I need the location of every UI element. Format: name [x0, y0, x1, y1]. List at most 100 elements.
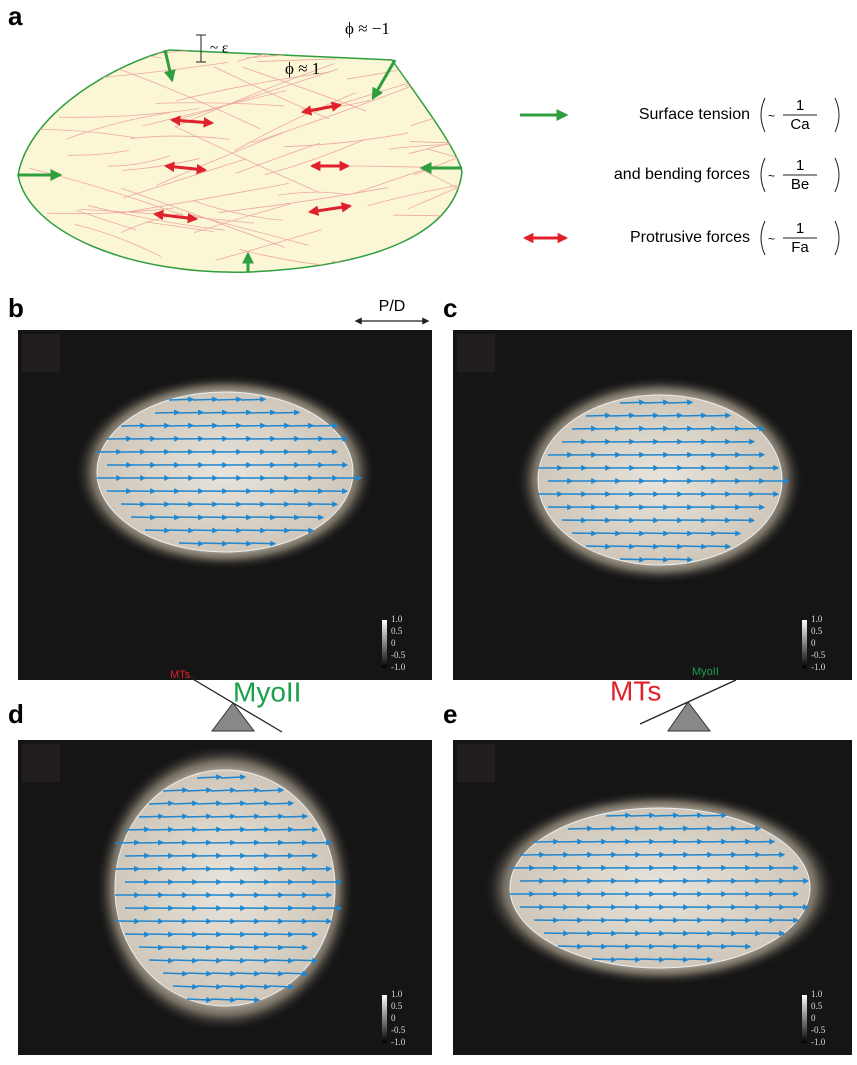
- corner-box: [457, 744, 495, 782]
- polarity-arrow: [211, 947, 235, 948]
- legend-label: and bending forces: [614, 166, 750, 183]
- polarity-arrow: [269, 803, 293, 804]
- polarity-arrow: [269, 960, 293, 961]
- polarity-arrow: [149, 829, 173, 830]
- polarity-arrow: [654, 946, 678, 947]
- thickness-label: ~ ε: [210, 40, 228, 56]
- cell: [538, 395, 782, 565]
- balance-d: MTs MyoII: [170, 669, 301, 732]
- polarity-arrow: [259, 816, 283, 817]
- polarity-arrow: [658, 546, 682, 547]
- polarity-arrow: [173, 829, 197, 830]
- filament: [436, 221, 506, 227]
- polarity-arrow: [211, 973, 235, 974]
- polarity-arrow: [149, 803, 173, 804]
- balance-light: MyoII: [692, 666, 719, 678]
- polarity-arrow: [592, 959, 616, 960]
- phi-outside: ϕ ≈ −1: [345, 19, 390, 38]
- polarity-arrow: [203, 543, 227, 544]
- colorbar: [802, 620, 807, 668]
- panel-label: d: [8, 699, 24, 729]
- polarity-arrow: [221, 986, 245, 987]
- colorbar-tick: 0.5: [391, 626, 403, 636]
- polarity-arrow: [640, 828, 664, 829]
- polarity-arrow: [620, 428, 644, 429]
- polarity-arrow: [187, 947, 211, 948]
- polarity-arrow: [592, 828, 616, 829]
- polarity-arrow: [634, 546, 658, 547]
- polarity-arrow: [169, 399, 193, 400]
- filament: [456, 150, 579, 193]
- polarity-arrow: [289, 530, 313, 531]
- polarity-arrow: [173, 803, 197, 804]
- phi-inside: ϕ ≈ 1: [285, 59, 320, 78]
- polarity-arrow: [163, 973, 187, 974]
- polarity-arrow: [558, 946, 582, 947]
- colorbar-tick: -0.5: [811, 650, 826, 660]
- colorbar-tick: 0: [391, 638, 396, 648]
- polarity-arrow: [658, 415, 682, 416]
- polarity-arrow: [173, 986, 197, 987]
- polarity-arrow: [259, 790, 283, 791]
- polarity-arrow: [664, 959, 688, 960]
- colorbar-tick: -0.5: [391, 1025, 406, 1035]
- polarity-arrow: [269, 829, 293, 830]
- colorbar-tick: 0: [811, 638, 816, 648]
- colorbar-tick: -1.0: [811, 1037, 826, 1047]
- panel-label: b: [8, 293, 24, 323]
- panel-label: a: [8, 1, 23, 31]
- polarity-arrow: [620, 533, 644, 534]
- colorbar-tick: 0.5: [391, 1001, 403, 1011]
- polarity-arrow: [283, 947, 307, 948]
- colorbar-tick: -1.0: [811, 662, 826, 672]
- colorbar-tick: 0: [811, 1013, 816, 1023]
- polarity-arrow: [269, 986, 293, 987]
- figure: a ~ ε ϕ ≈ −1 ϕ ≈ 1 Surface tension~1Caan…: [0, 0, 857, 1060]
- polarity-arrow: [139, 947, 163, 948]
- polarity-arrow: [241, 399, 265, 400]
- polarity-arrow: [664, 828, 688, 829]
- polarity-arrow: [630, 815, 654, 816]
- polarity-arrow: [125, 829, 149, 830]
- legend-numerator: 1: [796, 97, 804, 114]
- page: a ~ ε ϕ ≈ −1 ϕ ≈ 1 Surface tension~1Caan…: [0, 0, 857, 1065]
- legend-prefix: ~: [768, 169, 775, 183]
- polarity-arrow: [688, 828, 712, 829]
- legend-numerator: 1: [796, 157, 804, 174]
- polarity-arrow: [179, 412, 203, 413]
- polarity-arrow: [568, 828, 592, 829]
- colorbar: [382, 620, 387, 668]
- polarity-arrow: [706, 415, 730, 416]
- polarity-arrow: [668, 402, 692, 403]
- corner-box: [457, 334, 495, 372]
- polarity-arrow: [221, 960, 245, 961]
- polarity-arrow: [251, 543, 275, 544]
- polarity-arrow: [197, 986, 221, 987]
- polarity-arrow: [586, 415, 610, 416]
- polarity-arrow: [634, 415, 658, 416]
- polarity-arrow: [203, 412, 227, 413]
- legend-label: Surface tension: [639, 106, 750, 123]
- balance-heavy: MTs: [610, 675, 661, 706]
- polarity-arrow: [251, 412, 275, 413]
- polarity-arrow: [259, 947, 283, 948]
- polarity-arrow: [227, 543, 251, 544]
- polarity-arrow: [736, 828, 760, 829]
- colorbar-tick: 1.0: [811, 614, 823, 624]
- legend-prefix: ~: [768, 109, 775, 123]
- polarity-arrow: [139, 816, 163, 817]
- colorbar-tick: 1.0: [391, 989, 403, 999]
- polarity-arrow: [245, 986, 269, 987]
- polarity-arrow: [706, 546, 730, 547]
- polarity-arrow: [610, 415, 634, 416]
- polarity-arrow: [630, 946, 654, 947]
- polarity-arrow: [179, 543, 203, 544]
- polarity-arrow: [221, 803, 245, 804]
- polarity-arrow: [654, 815, 678, 816]
- polarity-arrow: [241, 530, 265, 531]
- polarity-arrow: [245, 803, 269, 804]
- colorbar-tick: -1.0: [391, 662, 406, 672]
- colorbar-tick: -1.0: [391, 1037, 406, 1047]
- colorbar-tick: -0.5: [811, 1025, 826, 1035]
